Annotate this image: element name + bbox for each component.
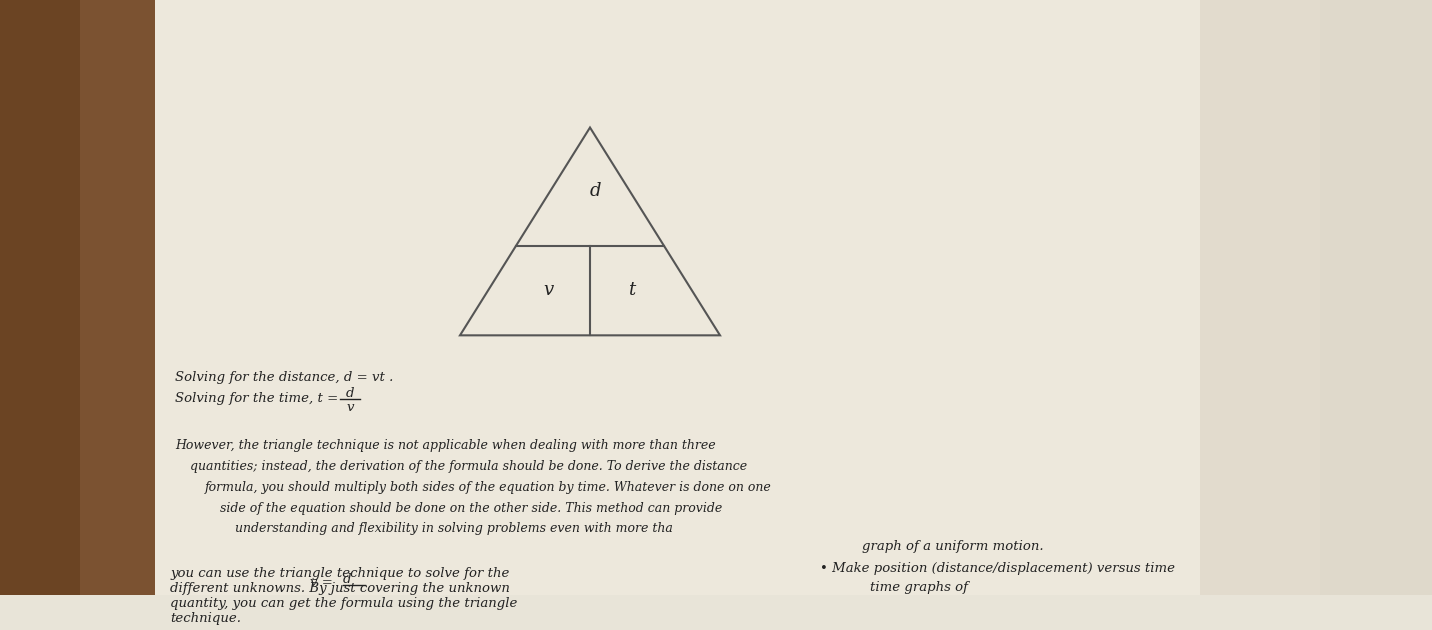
Text: • Make position (distance/displacement) versus time: • Make position (distance/displacement) … xyxy=(821,562,1176,575)
Text: v: v xyxy=(543,282,553,299)
Polygon shape xyxy=(80,0,160,595)
Text: d: d xyxy=(344,573,351,587)
Text: time graphs of: time graphs of xyxy=(871,581,968,594)
Text: graph of a uniform motion.: graph of a uniform motion. xyxy=(862,541,1044,553)
Text: formula, you should multiply both sides of the equation by time. Whatever is don: formula, you should multiply both sides … xyxy=(205,481,772,494)
Text: Solving for the distance, d = vt .: Solving for the distance, d = vt . xyxy=(175,371,394,384)
Text: you can use the triangle technique to solve for the
different unknowns. By just : you can use the triangle technique to so… xyxy=(170,567,517,625)
Text: d: d xyxy=(345,387,354,400)
Text: understanding and flexibility in solving problems even with more tha: understanding and flexibility in solving… xyxy=(235,522,673,536)
Polygon shape xyxy=(1200,0,1432,595)
Text: quantities; instead, the derivation of the formula should be done. To derive the: quantities; instead, the derivation of t… xyxy=(190,460,748,473)
Text: v =: v = xyxy=(309,576,332,589)
Text: t: t xyxy=(629,282,636,299)
Text: However, the triangle technique is not applicable when dealing with more than th: However, the triangle technique is not a… xyxy=(175,439,716,452)
Text: d: d xyxy=(589,182,601,200)
Text: side of the equation should be done on the other side. This method can provide: side of the equation should be done on t… xyxy=(221,501,722,515)
Polygon shape xyxy=(155,0,1320,595)
Text: Solving for the time, t =: Solving for the time, t = xyxy=(175,392,338,405)
Text: v: v xyxy=(347,401,354,413)
Polygon shape xyxy=(0,0,160,595)
